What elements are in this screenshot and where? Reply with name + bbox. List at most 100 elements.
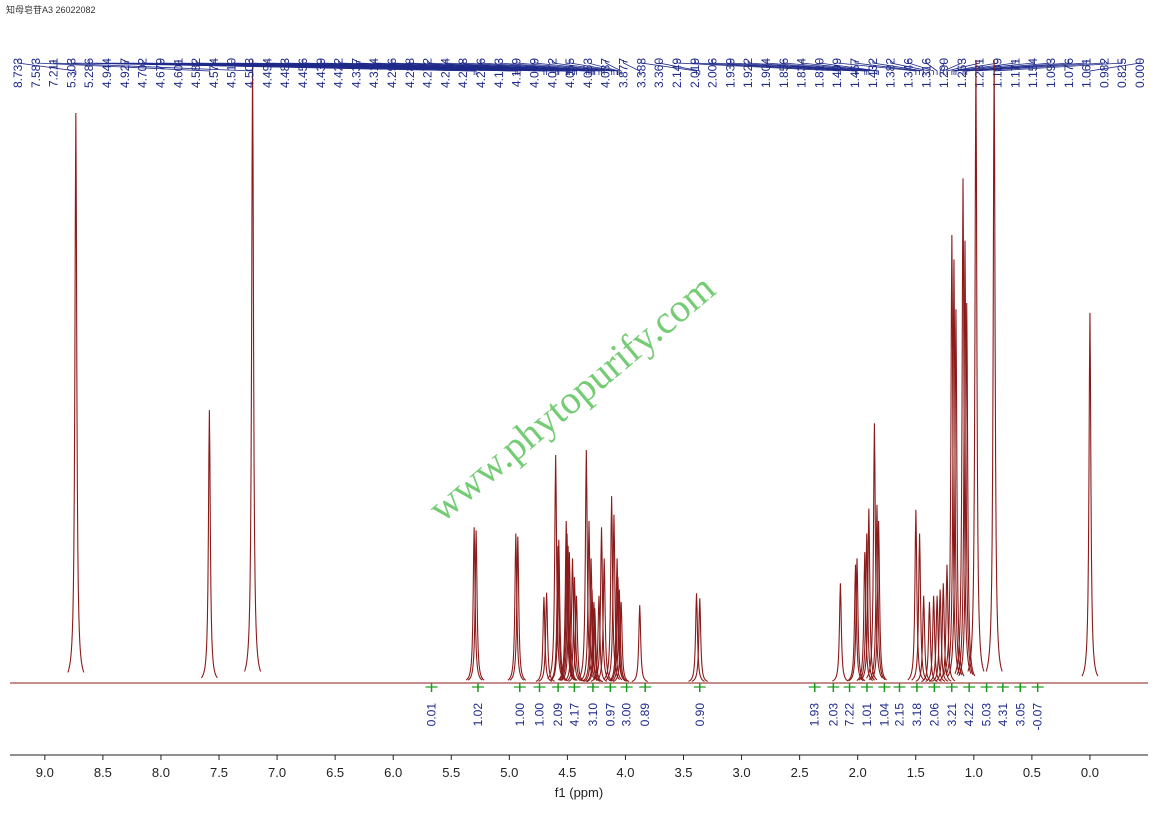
integral-label: 1.01 — [860, 703, 874, 727]
integral-label: -0.07 — [1031, 703, 1045, 731]
peak — [967, 59, 985, 672]
peak-label-connector — [747, 60, 868, 75]
peak-label: 4.206 — [474, 58, 488, 88]
peak — [691, 598, 708, 682]
peak-label-connector — [836, 60, 917, 75]
peak-label-connector — [498, 60, 605, 75]
peak-label: 1.834 — [795, 58, 809, 88]
peak-label: 4.439 — [314, 58, 328, 88]
peak-label-connector — [658, 60, 701, 75]
peak — [611, 589, 628, 682]
peak-label-connector — [962, 60, 1052, 75]
peak-label: 4.296 — [385, 58, 399, 88]
peak — [609, 577, 627, 682]
peak — [1081, 312, 1099, 677]
peak — [935, 583, 952, 682]
peak-label: 4.314 — [367, 58, 381, 88]
peak-label: 1.922 — [741, 58, 755, 88]
peak — [509, 536, 527, 681]
peak — [465, 527, 483, 681]
peak — [612, 601, 630, 683]
x-tick-label: 5.5 — [442, 765, 460, 780]
peak — [605, 514, 623, 681]
peak-label-connector — [88, 60, 477, 75]
integral-label: 3.21 — [945, 703, 959, 727]
peak — [858, 533, 876, 681]
peak-label: 4.456 — [296, 58, 310, 88]
peak-label: 4.183 — [492, 58, 506, 88]
peak-label: 1.467 — [848, 58, 862, 88]
peak — [603, 496, 621, 680]
peak-label: 1.939 — [723, 58, 737, 88]
x-tick-label: 4.5 — [558, 765, 576, 780]
peak — [985, 59, 1003, 672]
peak-label: 5.286 — [82, 58, 96, 88]
peak — [566, 577, 583, 682]
peak-label-connector — [966, 60, 1087, 75]
peak-label: 4.264 — [438, 58, 452, 88]
peak-label: 7.211 — [47, 58, 61, 87]
watermark: www.phytopurify.com — [419, 265, 723, 530]
integral-label: 5.03 — [980, 703, 994, 727]
peak — [564, 558, 581, 682]
x-tick-label: 9.0 — [36, 765, 54, 780]
peak-label-connector — [462, 60, 600, 75]
peak-label: 4.099 — [527, 58, 541, 88]
peak-label-connector — [676, 60, 841, 75]
peak-label: 4.679 — [153, 58, 167, 88]
integral-label: 1.02 — [471, 703, 485, 727]
peak-label: 4.503 — [243, 58, 257, 88]
integral-label: 3.18 — [910, 703, 924, 727]
peak-label-connector — [640, 60, 697, 75]
integral-label: 3.00 — [620, 703, 634, 727]
peak-label: 1.093 — [1044, 58, 1058, 88]
peak-label: 1.076 — [1062, 58, 1076, 88]
peak — [907, 509, 925, 681]
peak-label: 4.337 — [349, 58, 363, 88]
peak-label-connector — [925, 60, 938, 75]
integral-label: 0.97 — [603, 703, 617, 727]
peak-label: 4.601 — [171, 58, 185, 88]
peak-label-connector — [534, 60, 615, 75]
peak — [956, 240, 974, 676]
peak — [200, 410, 218, 679]
peak-label: 2.149 — [670, 58, 684, 88]
peak — [865, 423, 883, 679]
peak — [928, 595, 946, 682]
peak-label: 2.006 — [706, 58, 720, 88]
peak-label: 8.733 — [11, 58, 25, 88]
integral-label: 1.93 — [808, 703, 822, 727]
peak-label-connector — [783, 60, 875, 75]
peak — [931, 589, 949, 682]
peak-label-connector — [1089, 60, 1141, 75]
peak-label-connector — [953, 60, 1016, 75]
x-tick-label: 0.0 — [1081, 765, 1099, 780]
peak — [561, 552, 578, 682]
peak-label: 1.263 — [955, 58, 969, 88]
peak-label: 4.272 — [421, 58, 435, 88]
x-tick-label: 6.0 — [384, 765, 402, 780]
peak — [954, 178, 972, 674]
peak-label-connector — [854, 60, 920, 75]
integral-label: 2.06 — [927, 703, 941, 727]
peak-label: 4.927 — [118, 58, 132, 88]
peak-label-connector — [801, 60, 878, 75]
peak-label-connector — [946, 60, 981, 75]
peak-label-connector — [964, 60, 1070, 75]
peak — [586, 608, 603, 683]
peak-label: 4.072 — [545, 58, 559, 88]
peak-label-connector — [908, 60, 935, 75]
peak-label: 1.231 — [973, 58, 987, 88]
peak — [958, 302, 976, 677]
integral-label: 1.00 — [533, 703, 547, 727]
peak — [925, 595, 942, 682]
peak-label: 1.856 — [777, 58, 791, 88]
peak-label-connector — [409, 60, 593, 75]
peak-label: 1.290 — [937, 58, 951, 88]
peak-label-connector — [975, 60, 1105, 75]
peak-label: 4.510 — [225, 58, 239, 88]
peak-label: 1.316 — [919, 58, 933, 88]
peak-label-connector — [712, 60, 858, 75]
peak-label: 1.171 — [1008, 58, 1022, 88]
